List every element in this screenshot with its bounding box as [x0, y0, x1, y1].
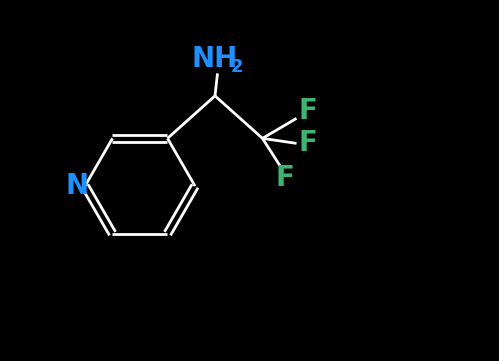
Text: F: F [298, 129, 317, 157]
Text: NH: NH [192, 45, 238, 73]
Text: F: F [275, 164, 294, 192]
Text: 2: 2 [230, 58, 243, 77]
Text: F: F [298, 97, 317, 125]
Text: N: N [66, 172, 89, 200]
